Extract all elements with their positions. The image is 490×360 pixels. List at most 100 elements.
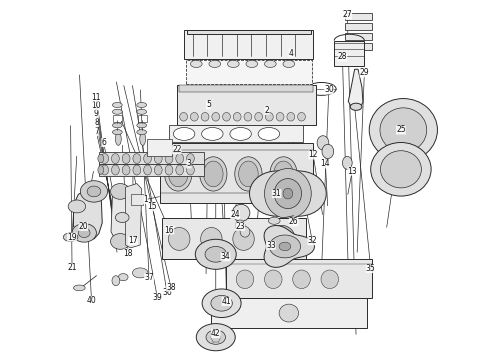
- Ellipse shape: [112, 154, 119, 163]
- Ellipse shape: [297, 112, 305, 121]
- Text: 1: 1: [143, 195, 147, 204]
- Ellipse shape: [321, 270, 339, 289]
- Ellipse shape: [322, 144, 334, 158]
- Ellipse shape: [154, 165, 162, 175]
- Ellipse shape: [235, 157, 262, 191]
- Ellipse shape: [63, 233, 78, 242]
- Text: 4: 4: [289, 49, 294, 58]
- Ellipse shape: [205, 247, 226, 262]
- Polygon shape: [249, 171, 326, 216]
- Text: 28: 28: [338, 52, 347, 61]
- Ellipse shape: [133, 154, 141, 163]
- Text: 29: 29: [360, 68, 369, 77]
- Ellipse shape: [98, 154, 104, 163]
- Text: 26: 26: [289, 217, 298, 226]
- Bar: [99, 152, 203, 164]
- Ellipse shape: [68, 200, 86, 213]
- Ellipse shape: [222, 112, 230, 121]
- Ellipse shape: [87, 186, 101, 197]
- Ellipse shape: [369, 99, 438, 161]
- Ellipse shape: [74, 285, 85, 291]
- Ellipse shape: [98, 166, 104, 174]
- Ellipse shape: [80, 181, 108, 202]
- Text: 11: 11: [92, 93, 101, 102]
- Ellipse shape: [111, 184, 130, 199]
- Ellipse shape: [137, 130, 147, 135]
- Ellipse shape: [317, 136, 329, 150]
- Ellipse shape: [101, 165, 109, 175]
- Bar: [99, 163, 203, 176]
- Bar: [225, 258, 372, 298]
- Ellipse shape: [116, 212, 129, 222]
- Bar: [334, 41, 365, 66]
- Ellipse shape: [287, 112, 294, 121]
- Text: 32: 32: [307, 236, 317, 245]
- Text: 17: 17: [128, 236, 138, 245]
- Bar: [345, 33, 372, 40]
- Ellipse shape: [233, 112, 241, 121]
- Ellipse shape: [101, 154, 109, 163]
- Ellipse shape: [343, 157, 352, 169]
- Bar: [170, 125, 303, 143]
- Ellipse shape: [202, 127, 223, 140]
- Ellipse shape: [265, 168, 311, 219]
- Bar: [162, 217, 306, 258]
- Ellipse shape: [176, 165, 184, 175]
- Text: 36: 36: [162, 288, 172, 297]
- Text: 13: 13: [347, 167, 357, 176]
- Ellipse shape: [268, 225, 295, 252]
- Bar: [138, 115, 147, 122]
- Ellipse shape: [274, 161, 293, 187]
- Ellipse shape: [350, 103, 362, 111]
- Text: 7: 7: [94, 127, 99, 136]
- Text: 37: 37: [144, 273, 154, 282]
- Ellipse shape: [113, 103, 122, 108]
- Text: 21: 21: [67, 263, 77, 272]
- Ellipse shape: [140, 132, 146, 145]
- Text: 22: 22: [172, 145, 181, 154]
- Ellipse shape: [246, 60, 258, 67]
- Ellipse shape: [144, 165, 151, 175]
- Text: 5: 5: [206, 100, 211, 109]
- Ellipse shape: [165, 165, 173, 175]
- Ellipse shape: [235, 220, 245, 231]
- Ellipse shape: [112, 165, 119, 175]
- Bar: [131, 194, 143, 205]
- Ellipse shape: [269, 217, 280, 224]
- Text: 10: 10: [92, 101, 101, 110]
- Ellipse shape: [78, 228, 90, 238]
- Ellipse shape: [165, 157, 192, 191]
- Bar: [184, 30, 313, 59]
- Ellipse shape: [191, 112, 198, 121]
- Text: 23: 23: [235, 222, 245, 231]
- Text: 9: 9: [94, 109, 99, 118]
- Bar: [345, 43, 372, 50]
- Text: 20: 20: [78, 222, 88, 231]
- Bar: [211, 298, 367, 328]
- Bar: [187, 30, 311, 34]
- Bar: [186, 60, 312, 84]
- Text: 31: 31: [272, 189, 281, 198]
- Text: 19: 19: [67, 233, 77, 242]
- Ellipse shape: [113, 109, 122, 114]
- Ellipse shape: [236, 270, 254, 289]
- Ellipse shape: [118, 274, 128, 281]
- Ellipse shape: [137, 123, 147, 128]
- Ellipse shape: [113, 123, 122, 128]
- Text: 35: 35: [366, 264, 375, 273]
- Ellipse shape: [202, 289, 241, 318]
- Ellipse shape: [201, 112, 209, 121]
- Ellipse shape: [212, 112, 220, 121]
- Ellipse shape: [209, 60, 221, 67]
- Ellipse shape: [112, 276, 120, 286]
- Ellipse shape: [187, 154, 195, 163]
- Ellipse shape: [196, 324, 235, 351]
- Bar: [177, 85, 316, 125]
- Text: 40: 40: [87, 296, 97, 305]
- Ellipse shape: [244, 112, 252, 121]
- Text: 27: 27: [343, 10, 352, 19]
- Ellipse shape: [293, 270, 310, 289]
- Ellipse shape: [201, 228, 222, 250]
- Ellipse shape: [283, 60, 294, 67]
- Ellipse shape: [265, 270, 282, 289]
